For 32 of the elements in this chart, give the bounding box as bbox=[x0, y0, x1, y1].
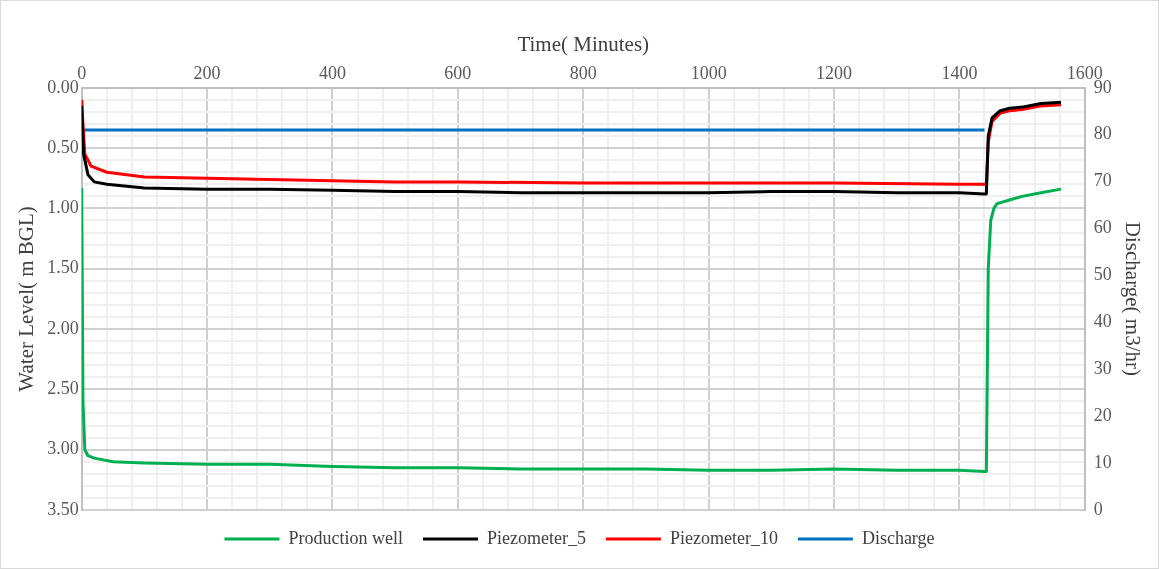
y-tick-label: 3.00 bbox=[47, 438, 79, 459]
x-tick-label: 800 bbox=[569, 62, 597, 83]
y2-axis-title: Discharge( m3/hr) bbox=[1120, 221, 1145, 376]
y-tick-label: 2.00 bbox=[47, 317, 79, 338]
y2-tick-label: 50 bbox=[1093, 264, 1112, 285]
y-axis-title: Water Level( m BGL) bbox=[14, 206, 39, 392]
y2-tick-label: 70 bbox=[1093, 170, 1112, 191]
legend-label: Piezometer_10 bbox=[669, 527, 778, 548]
y-tick-label: 2.50 bbox=[47, 378, 79, 399]
y-tick-label: 3.50 bbox=[47, 498, 79, 519]
x-tick-label: 1000 bbox=[690, 62, 727, 83]
y2-tick-label: 20 bbox=[1093, 404, 1112, 425]
y2-tick-label: 0 bbox=[1093, 498, 1103, 519]
legend-label: Piezometer_5 bbox=[486, 527, 586, 548]
x-tick-label: 1400 bbox=[941, 62, 978, 83]
y2-tick-label: 30 bbox=[1093, 358, 1112, 378]
y2-tick-label: 80 bbox=[1093, 123, 1112, 144]
y2-tick-label: 40 bbox=[1093, 311, 1112, 332]
x-axis-title: Time( Minutes) bbox=[517, 32, 650, 57]
x-tick-label: 600 bbox=[444, 62, 472, 83]
y-tick-label: 1.50 bbox=[47, 257, 79, 278]
x-tick-label: 0 bbox=[77, 62, 87, 83]
x-tick-label: 1200 bbox=[816, 62, 853, 83]
y-tick-label: 0.50 bbox=[47, 136, 79, 157]
y-tick-label: 1.00 bbox=[47, 197, 79, 218]
x-tick-label: 400 bbox=[318, 62, 346, 83]
y2-tick-label: 60 bbox=[1093, 217, 1112, 238]
legend-label: Discharge bbox=[861, 527, 935, 548]
y-tick-label: 0.00 bbox=[47, 76, 79, 97]
y2-tick-label: 10 bbox=[1093, 451, 1112, 472]
x-tick-label: 200 bbox=[193, 62, 221, 83]
legend-label: Production well bbox=[288, 527, 403, 548]
